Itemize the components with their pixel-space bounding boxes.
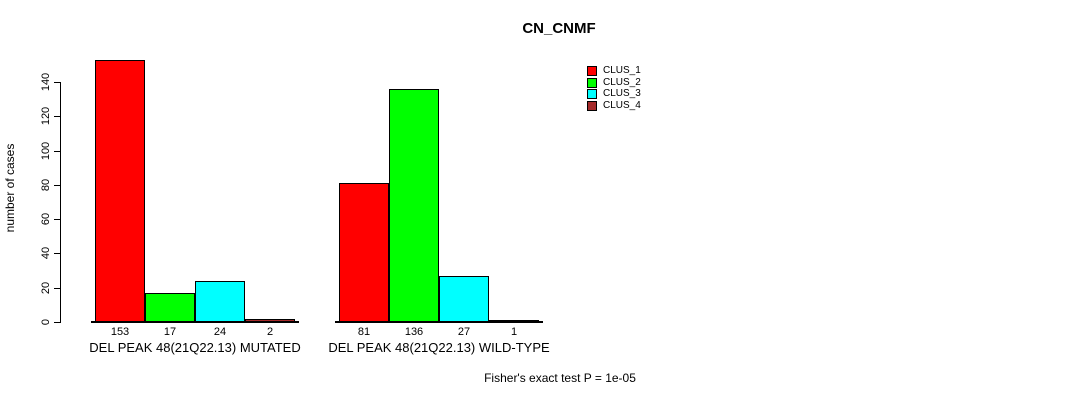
y-tick-label: 120 <box>40 107 52 126</box>
y-tick <box>54 219 60 221</box>
x-baseline <box>335 321 543 323</box>
legend-label: CLUS_1 <box>603 65 641 76</box>
legend-swatch <box>587 100 597 111</box>
y-tick-label: 0 <box>40 318 52 326</box>
y-tick <box>54 150 60 152</box>
bar <box>439 275 489 322</box>
legend-label: CLUS_3 <box>603 88 641 99</box>
y-axis-line <box>60 82 61 323</box>
y-tick <box>54 184 60 186</box>
group-label: DEL PEAK 48(21Q22.13) MUTATED <box>89 340 301 355</box>
y-tick <box>54 322 60 323</box>
legend-swatch <box>587 89 597 99</box>
bar-value-label: 27 <box>457 326 471 338</box>
legend-swatch <box>587 66 597 76</box>
bar-value-label: 153 <box>110 326 130 338</box>
bar <box>389 88 439 322</box>
y-tick-label: 80 <box>40 178 52 191</box>
legend-swatch <box>587 77 597 88</box>
bar-value-label: 17 <box>163 326 177 338</box>
y-axis-label: number of cases <box>3 143 17 233</box>
bar <box>145 292 195 322</box>
y-tick <box>54 82 60 83</box>
y-tick <box>54 253 60 255</box>
y-tick-label: 140 <box>40 72 52 92</box>
x-baseline <box>91 321 299 323</box>
legend-label: CLUS_4 <box>603 99 641 111</box>
bar <box>339 183 389 322</box>
group-label: DEL PEAK 48(21Q22.13) WILD-TYPE <box>328 340 550 355</box>
y-tick-label: 100 <box>40 141 52 160</box>
bar-value-label: 1 <box>510 326 518 338</box>
y-tick-label: 60 <box>40 213 52 226</box>
y-tick-label: 40 <box>40 247 52 260</box>
bar-value-label: 136 <box>404 326 424 338</box>
bar <box>95 59 145 322</box>
bar <box>195 280 245 322</box>
bar-value-label: 24 <box>213 326 227 338</box>
chart-title: CN_CNMF <box>522 20 596 37</box>
y-tick <box>54 287 60 289</box>
y-tick <box>54 116 60 118</box>
y-tick-label: 20 <box>40 281 52 294</box>
legend-label: CLUS_2 <box>603 76 641 88</box>
footer-annotation: Fisher's exact test P = 1e-05 <box>484 371 636 385</box>
bar-value-label: 81 <box>357 326 371 338</box>
bar-value-label: 2 <box>266 326 274 338</box>
